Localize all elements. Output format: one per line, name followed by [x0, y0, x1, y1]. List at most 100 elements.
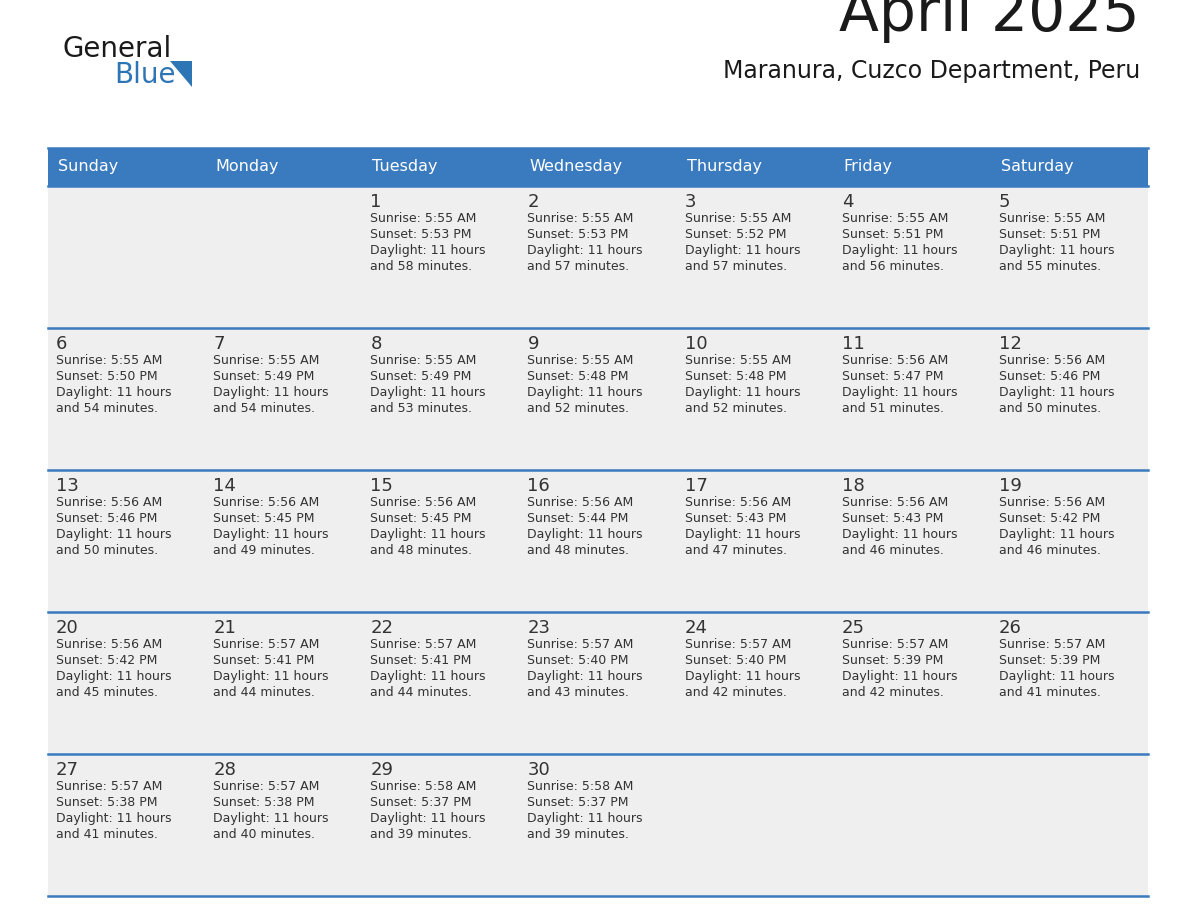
Text: and 53 minutes.: and 53 minutes.	[371, 402, 473, 415]
Text: Daylight: 11 hours: Daylight: 11 hours	[999, 244, 1114, 257]
Bar	[362, 328, 519, 470]
Text: and 49 minutes.: and 49 minutes.	[213, 544, 315, 557]
Text: Sunset: 5:49 PM: Sunset: 5:49 PM	[213, 370, 315, 383]
Text: 30: 30	[527, 761, 550, 779]
Text: Daylight: 11 hours: Daylight: 11 hours	[999, 386, 1114, 399]
Text: and 44 minutes.: and 44 minutes.	[371, 686, 472, 699]
Text: and 45 minutes.: and 45 minutes.	[56, 686, 158, 699]
Text: and 57 minutes.: and 57 minutes.	[527, 260, 630, 273]
Text: and 55 minutes.: and 55 minutes.	[999, 260, 1101, 273]
Text: 8: 8	[371, 335, 381, 353]
Text: General: General	[62, 35, 171, 63]
Text: Sunday: Sunday	[58, 160, 119, 174]
Text: Daylight: 11 hours: Daylight: 11 hours	[371, 528, 486, 541]
Text: 16: 16	[527, 477, 550, 495]
Text: and 40 minutes.: and 40 minutes.	[213, 828, 315, 841]
Text: Maranura, Cuzco Department, Peru: Maranura, Cuzco Department, Peru	[722, 59, 1140, 83]
Bar	[48, 470, 206, 612]
Text: Sunset: 5:51 PM: Sunset: 5:51 PM	[999, 228, 1100, 241]
Text: and 41 minutes.: and 41 minutes.	[56, 828, 158, 841]
Text: 9: 9	[527, 335, 539, 353]
Polygon shape	[170, 61, 192, 87]
Text: and 42 minutes.: and 42 minutes.	[842, 686, 943, 699]
Text: and 48 minutes.: and 48 minutes.	[371, 544, 473, 557]
Text: and 47 minutes.: and 47 minutes.	[684, 544, 786, 557]
Text: Daylight: 11 hours: Daylight: 11 hours	[999, 528, 1114, 541]
Text: 15: 15	[371, 477, 393, 495]
Text: Daylight: 11 hours: Daylight: 11 hours	[999, 670, 1114, 683]
Text: Daylight: 11 hours: Daylight: 11 hours	[56, 528, 171, 541]
Text: Daylight: 11 hours: Daylight: 11 hours	[527, 244, 643, 257]
Bar	[48, 186, 206, 328]
Text: Monday: Monday	[215, 160, 279, 174]
Text: and 48 minutes.: and 48 minutes.	[527, 544, 630, 557]
Text: Sunset: 5:51 PM: Sunset: 5:51 PM	[842, 228, 943, 241]
Text: Blue: Blue	[114, 61, 176, 89]
Text: and 46 minutes.: and 46 minutes.	[999, 544, 1101, 557]
Bar	[519, 470, 677, 612]
Bar	[991, 186, 1148, 328]
Text: Thursday: Thursday	[687, 160, 762, 174]
Bar	[362, 612, 519, 754]
Text: 27: 27	[56, 761, 78, 779]
Text: Sunset: 5:40 PM: Sunset: 5:40 PM	[527, 654, 628, 667]
Text: Daylight: 11 hours: Daylight: 11 hours	[527, 670, 643, 683]
Text: Sunrise: 5:57 AM: Sunrise: 5:57 AM	[842, 638, 948, 651]
Text: Sunset: 5:38 PM: Sunset: 5:38 PM	[56, 796, 158, 809]
Text: Daylight: 11 hours: Daylight: 11 hours	[213, 670, 329, 683]
Bar	[991, 328, 1148, 470]
Bar	[206, 186, 362, 328]
Text: Daylight: 11 hours: Daylight: 11 hours	[842, 528, 958, 541]
Text: Sunrise: 5:55 AM: Sunrise: 5:55 AM	[56, 354, 163, 367]
Text: 26: 26	[999, 619, 1022, 637]
Text: 11: 11	[842, 335, 865, 353]
Bar	[48, 612, 206, 754]
Text: Sunrise: 5:57 AM: Sunrise: 5:57 AM	[213, 638, 320, 651]
Text: 22: 22	[371, 619, 393, 637]
Text: Sunrise: 5:57 AM: Sunrise: 5:57 AM	[999, 638, 1105, 651]
Text: Sunset: 5:45 PM: Sunset: 5:45 PM	[213, 512, 315, 525]
Text: and 50 minutes.: and 50 minutes.	[56, 544, 158, 557]
Bar	[677, 328, 834, 470]
Text: 7: 7	[213, 335, 225, 353]
Text: Daylight: 11 hours: Daylight: 11 hours	[684, 670, 800, 683]
Text: Sunset: 5:38 PM: Sunset: 5:38 PM	[213, 796, 315, 809]
Text: Sunrise: 5:56 AM: Sunrise: 5:56 AM	[56, 638, 163, 651]
Text: Daylight: 11 hours: Daylight: 11 hours	[842, 670, 958, 683]
Text: Sunset: 5:49 PM: Sunset: 5:49 PM	[371, 370, 472, 383]
Text: Daylight: 11 hours: Daylight: 11 hours	[213, 386, 329, 399]
Bar	[362, 470, 519, 612]
Text: Friday: Friday	[843, 160, 892, 174]
Bar	[206, 754, 362, 896]
Bar	[834, 328, 991, 470]
Text: Sunset: 5:37 PM: Sunset: 5:37 PM	[527, 796, 628, 809]
Text: and 41 minutes.: and 41 minutes.	[999, 686, 1101, 699]
Text: Saturday: Saturday	[1000, 160, 1074, 174]
Text: 17: 17	[684, 477, 707, 495]
Text: Sunset: 5:46 PM: Sunset: 5:46 PM	[999, 370, 1100, 383]
Text: Sunrise: 5:56 AM: Sunrise: 5:56 AM	[684, 496, 791, 509]
Text: 6: 6	[56, 335, 68, 353]
Text: 18: 18	[842, 477, 865, 495]
Text: Sunset: 5:40 PM: Sunset: 5:40 PM	[684, 654, 786, 667]
Text: Sunrise: 5:56 AM: Sunrise: 5:56 AM	[999, 354, 1105, 367]
Text: Daylight: 11 hours: Daylight: 11 hours	[56, 670, 171, 683]
Text: Sunset: 5:48 PM: Sunset: 5:48 PM	[684, 370, 786, 383]
Text: Daylight: 11 hours: Daylight: 11 hours	[684, 528, 800, 541]
Text: 5: 5	[999, 193, 1010, 211]
Text: and 42 minutes.: and 42 minutes.	[684, 686, 786, 699]
Text: Sunset: 5:43 PM: Sunset: 5:43 PM	[842, 512, 943, 525]
Text: Daylight: 11 hours: Daylight: 11 hours	[371, 670, 486, 683]
Text: Sunrise: 5:57 AM: Sunrise: 5:57 AM	[527, 638, 634, 651]
Text: Daylight: 11 hours: Daylight: 11 hours	[56, 812, 171, 825]
Text: Sunrise: 5:57 AM: Sunrise: 5:57 AM	[684, 638, 791, 651]
Text: and 44 minutes.: and 44 minutes.	[213, 686, 315, 699]
Text: Daylight: 11 hours: Daylight: 11 hours	[684, 386, 800, 399]
Text: and 56 minutes.: and 56 minutes.	[842, 260, 943, 273]
Bar	[519, 186, 677, 328]
Bar	[206, 470, 362, 612]
Bar	[206, 612, 362, 754]
Text: and 51 minutes.: and 51 minutes.	[842, 402, 943, 415]
Text: Daylight: 11 hours: Daylight: 11 hours	[213, 528, 329, 541]
Text: 21: 21	[213, 619, 236, 637]
